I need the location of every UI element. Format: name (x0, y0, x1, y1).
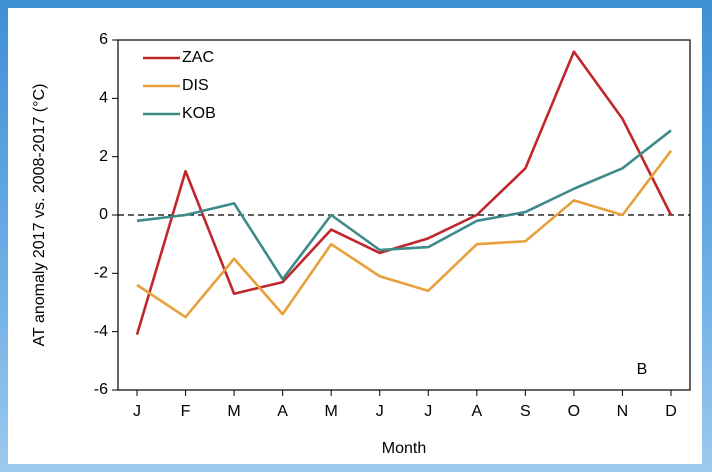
x-tick-label: M (325, 403, 338, 420)
x-tick-label: F (181, 403, 191, 420)
x-tick-label: A (277, 403, 288, 420)
y-tick-label: 6 (99, 31, 108, 48)
x-tick-label: D (665, 403, 677, 420)
y-tick-label: -2 (94, 265, 108, 282)
x-tick-label: A (471, 403, 482, 420)
x-tick-label: S (520, 403, 531, 420)
y-tick-label: 4 (99, 90, 108, 107)
x-tick-label: O (568, 403, 580, 420)
series-line (135, 50, 673, 335)
x-tick-label: J (376, 403, 384, 420)
legend-label: DIS (182, 77, 209, 94)
y-axis-label: AT anomaly 2017 vs. 2008-2017 (°C) (31, 84, 48, 347)
series-line (136, 129, 672, 281)
y-tick-label: -6 (94, 381, 108, 398)
x-tick-label: N (617, 403, 629, 420)
panel-label: B (637, 361, 648, 378)
series-line (136, 150, 673, 319)
x-tick-label: J (133, 403, 141, 420)
x-tick-label: J (424, 403, 432, 420)
legend-label: ZAC (182, 49, 214, 66)
y-tick-label: 0 (99, 206, 108, 223)
x-tick-label: M (227, 403, 240, 420)
panel (8, 8, 702, 464)
y-tick-label: -4 (94, 323, 108, 340)
x-axis-label: Month (382, 440, 426, 457)
legend-label: KOB (182, 105, 216, 122)
y-tick-label: 2 (99, 148, 108, 165)
